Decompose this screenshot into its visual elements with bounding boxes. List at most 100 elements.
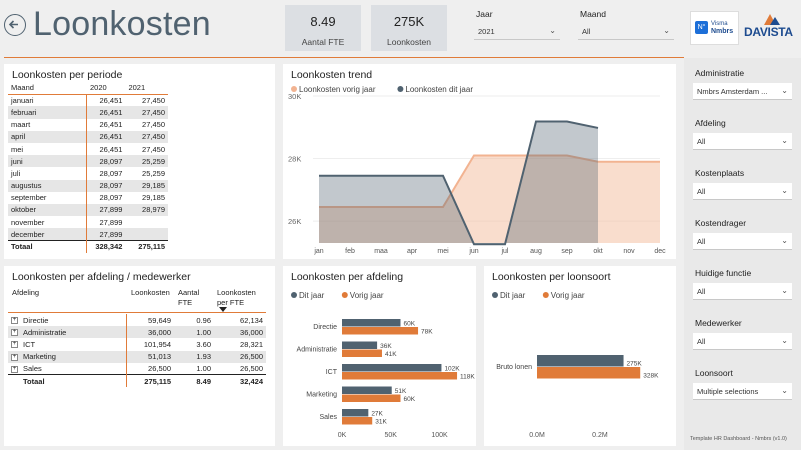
x-tick-label: mei	[437, 248, 449, 255]
title-underline	[4, 57, 684, 58]
category-label: ICT	[326, 369, 338, 376]
legend-marker	[341, 292, 348, 298]
cell-maand: november	[8, 216, 88, 229]
slicer-label: Kostenplaats	[695, 168, 745, 178]
total-row: Totaal 275,115 8.49 32,424	[8, 374, 266, 388]
afdeling-label: Directie	[23, 315, 49, 325]
slicer-label: Loonsoort	[695, 368, 733, 378]
x-tick-label: 0.0M	[529, 432, 545, 439]
jaar-dropdown[interactable]: 2021 ⌄	[474, 23, 560, 40]
cell-2021: 27,450	[125, 130, 168, 143]
total-loonkosten: 275,115	[144, 376, 171, 386]
table-row[interactable]: + ICT 101,954 3.60 28,321	[8, 338, 266, 351]
legend-label: Loonkosten dit jaar	[405, 85, 473, 94]
expand-icon[interactable]: +	[11, 317, 18, 325]
bar-vorig-jaar[interactable]	[342, 327, 419, 335]
davista-logo: DAVISTA	[744, 12, 796, 44]
y-tick-label: 26K	[288, 217, 301, 226]
slicer-dropdown[interactable]: Multiple selections ⌄	[693, 383, 792, 400]
total-label: Totaal	[8, 240, 88, 253]
cell-2020: 28,097	[86, 155, 126, 168]
bar-vorig-jaar[interactable]	[342, 394, 401, 403]
cell-2021: 29,185	[142, 193, 165, 203]
data-label: 328K	[643, 373, 659, 380]
col-2021: 2021	[128, 83, 146, 93]
cell-2020: 26,451	[99, 96, 123, 106]
nmbrs-line1: Visma	[711, 21, 728, 27]
bar-vorig-jaar[interactable]	[537, 367, 641, 379]
cell-maand: maart	[8, 118, 88, 131]
slicer-value: All	[697, 237, 706, 246]
slicer-dropdown[interactable]: All ⌄	[693, 133, 792, 150]
kpi-loonkosten-label: Loonkosten	[387, 37, 431, 47]
expand-icon[interactable]: +	[11, 353, 18, 361]
slicer-dropdown[interactable]: Nmbrs Amsterdam ... ⌄	[693, 83, 792, 100]
cell-2021: 27,450	[142, 120, 165, 130]
sort-desc-icon[interactable]	[219, 307, 227, 313]
x-tick-label: jul	[500, 248, 508, 255]
bar-dit-jaar[interactable]	[342, 409, 369, 417]
cell-afdeling: + Marketing	[8, 350, 127, 363]
maand-dropdown[interactable]: All ⌄	[578, 23, 674, 40]
col-maand: Maand	[11, 83, 34, 93]
bar-vorig-jaar[interactable]	[342, 372, 458, 380]
cell-loonkosten: 101,954	[143, 339, 171, 349]
cell-maand: februari	[8, 106, 88, 119]
back-arrow-icon	[8, 20, 18, 29]
table-row[interactable]: + Administratie 36,000 1.00 36,000	[8, 326, 266, 339]
bar-dit-jaar[interactable]	[537, 355, 624, 367]
cell-afdeling: + Sales	[8, 362, 127, 375]
cell-maand: december	[8, 228, 88, 241]
cell-2021: 27,450	[142, 96, 165, 106]
cell-per-fte: 36,000	[214, 326, 266, 339]
bar-dit-jaar[interactable]	[342, 364, 442, 372]
bar-dit-jaar[interactable]	[342, 341, 378, 350]
nmbrs-line2: Nmbrs	[711, 28, 734, 35]
table-row[interactable]: + Sales 26,500 1.00 26,500	[8, 362, 266, 375]
legend-label: Vorig jaar	[551, 291, 585, 300]
maand-value: All	[582, 27, 591, 36]
back-button[interactable]	[4, 14, 26, 36]
x-tick-label: sep	[561, 248, 572, 255]
chevron-down-icon: ⌄	[781, 186, 788, 195]
bar-vorig-jaar[interactable]	[342, 417, 373, 425]
cell-maand: september	[8, 191, 88, 204]
cell-2021: 29,185	[125, 179, 168, 192]
bar-dit-jaar[interactable]	[342, 386, 392, 395]
card-periode: Loonkosten per periode Maand 2020 2021 j…	[4, 64, 275, 259]
total-per-fte: 32,424	[240, 376, 263, 386]
cell-fte: 1.93	[174, 350, 214, 363]
cell-per-fte: 26,500	[240, 364, 263, 374]
line-dit-jaar	[319, 120, 599, 246]
card-afdeling-chart: Loonkosten per afdeling Dit jaar Vorig ja…	[283, 266, 476, 446]
col-afdeling: Afdeling	[12, 288, 40, 297]
chevron-down-icon: ⌄	[781, 336, 788, 345]
data-label: 31K	[375, 419, 387, 426]
legend-marker	[542, 292, 549, 298]
slicer-dropdown[interactable]: All ⌄	[693, 183, 792, 200]
cell-2020: 26,451	[86, 130, 126, 143]
slicer-dropdown[interactable]: All ⌄	[693, 233, 792, 250]
bar-vorig-jaar[interactable]	[342, 349, 382, 358]
expand-icon[interactable]: +	[11, 365, 18, 373]
header-underline	[8, 312, 266, 313]
cell-2020: 26,451	[86, 106, 126, 119]
kpi-loonkosten: 275K Loonkosten	[371, 5, 447, 51]
cell-afdeling: + Directie	[8, 314, 127, 327]
category-label: Administratie	[297, 347, 338, 354]
table-row[interactable]: + Directie 59,649 0.96 62,134	[8, 314, 266, 327]
bar-dit-jaar[interactable]	[342, 319, 401, 327]
table-row: december 27,899	[8, 228, 168, 241]
slicer-dropdown[interactable]: All ⌄	[693, 333, 792, 350]
x-tick-label: apr	[407, 248, 418, 255]
area-vorig-jaar	[319, 155, 660, 243]
expand-icon[interactable]: +	[11, 329, 18, 337]
slicer-dropdown[interactable]: All ⌄	[693, 283, 792, 300]
x-tick-label: dec	[654, 248, 666, 255]
afdeling-chart-title: Loonkosten per afdeling	[291, 271, 404, 283]
footer-text: Template HR Dashboard - Nmbrs (v1.0)	[690, 436, 787, 442]
expand-icon[interactable]: +	[11, 341, 18, 349]
table-row[interactable]: + Marketing 51,013 1.93 26,500	[8, 350, 266, 363]
chevron-down-icon: ⌄	[781, 236, 788, 245]
